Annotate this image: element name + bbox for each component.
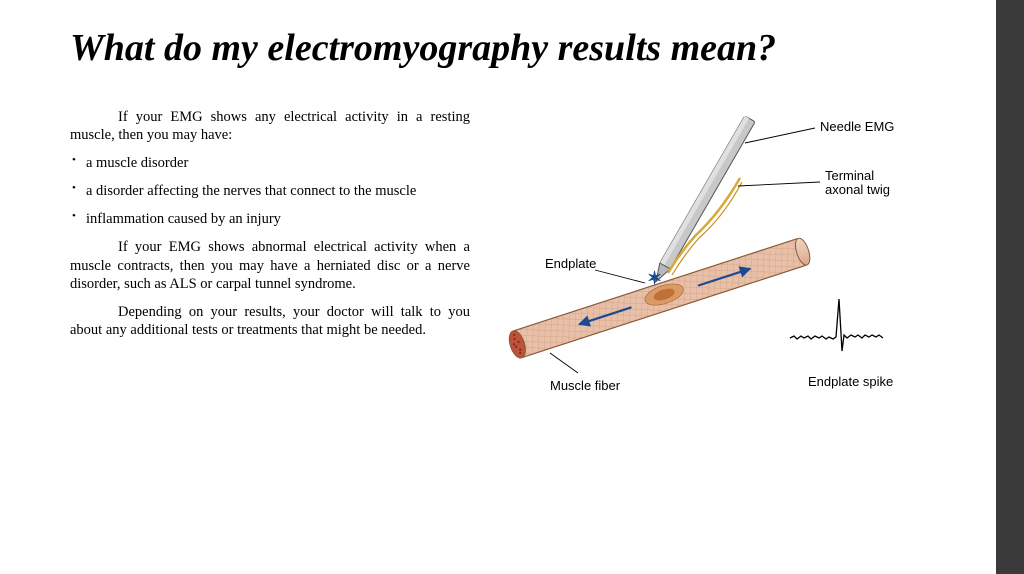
text-column: If your EMG shows any electrical activit…: [70, 108, 470, 423]
decorative-stripe: [996, 0, 1024, 574]
list-item: inflammation caused by an injury: [70, 210, 470, 228]
paragraph-3: Depending on your results, your doctor w…: [70, 303, 470, 339]
list-item: a muscle disorder: [70, 154, 470, 172]
slide-content: What do my electromyography results mean…: [0, 0, 1024, 443]
list-item: a disorder affecting the nerves that con…: [70, 182, 470, 200]
diagram-column: ✶ Needle EMG Terminal axonal twig Endpla…: [490, 108, 964, 423]
intro-paragraph: If your EMG shows any electrical activit…: [70, 108, 470, 144]
star-icon: ✶: [647, 268, 662, 288]
label-fiber: Muscle fiber: [550, 378, 621, 393]
content-row: If your EMG shows any electrical activit…: [70, 108, 964, 423]
label-needle: Needle EMG: [820, 119, 894, 134]
label-spike: Endplate spike: [808, 374, 893, 389]
label-twig: Terminal axonal twig: [825, 168, 890, 197]
page-title: What do my electromyography results mean…: [70, 28, 964, 70]
emg-diagram: ✶ Needle EMG Terminal axonal twig Endpla…: [490, 108, 920, 418]
muscle-fiber-icon: [506, 236, 812, 359]
paragraph-2: If your EMG shows abnormal electrical ac…: [70, 238, 470, 292]
bullet-list: a muscle disorder a disorder affecting t…: [70, 154, 470, 228]
spike-waveform-icon: [790, 299, 883, 351]
label-endplate: Endplate: [545, 256, 596, 271]
